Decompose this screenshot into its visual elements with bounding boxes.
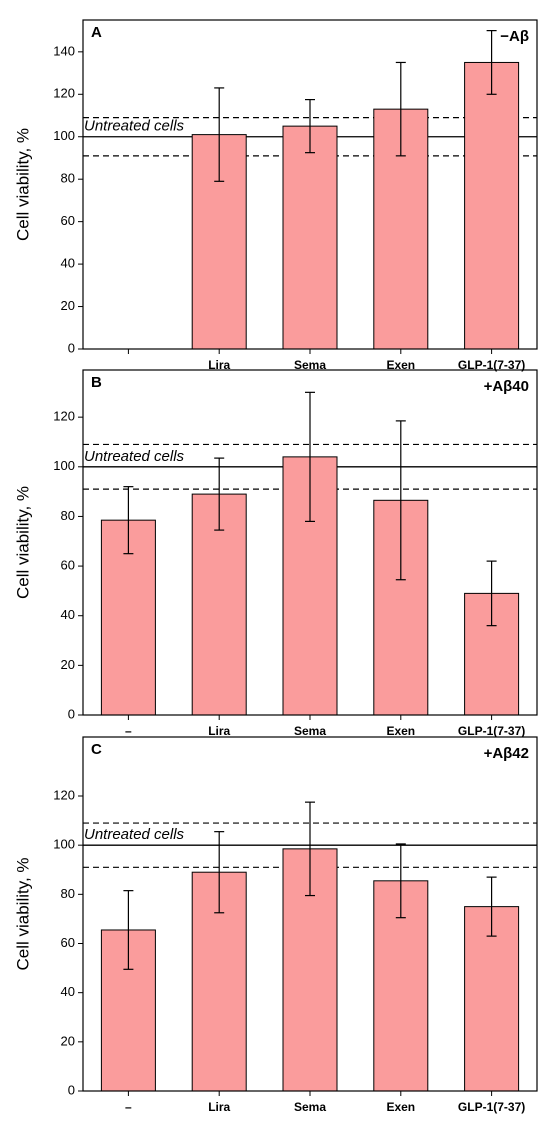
plot-frame [82, 369, 538, 716]
x-tick-label: Sema [294, 724, 326, 738]
x-tick-label: Lira [208, 358, 230, 372]
y-tick-label: 120 [53, 787, 75, 802]
bar [191, 493, 247, 716]
y-tick-label: 120 [53, 86, 75, 101]
bar [282, 125, 338, 350]
plot-frame [82, 19, 538, 350]
bar [464, 61, 520, 350]
panel-letter: C [91, 741, 102, 758]
y-tick-label: 40 [61, 256, 75, 271]
y-tick-label: 60 [61, 558, 75, 573]
x-tick-label: Exen [386, 358, 415, 372]
y-tick-label: 0 [68, 340, 75, 355]
y-tick-label: 0 [68, 1082, 75, 1097]
x-tick-label: Lira [208, 1100, 230, 1114]
y-tick-label: 80 [61, 886, 75, 901]
y-tick-label: 100 [53, 837, 75, 852]
y-tick-label: 40 [61, 984, 75, 999]
y-tick-label: 20 [61, 657, 75, 672]
y-tick-label: 100 [53, 458, 75, 473]
panel-letter: A [91, 24, 102, 41]
condition-label: +Aβ42 [484, 745, 529, 762]
y-tick-label: 100 [53, 128, 75, 143]
x-tick-label: GLP-1(7-37) [458, 358, 525, 372]
y-tick-label: 60 [61, 213, 75, 228]
x-tick-label: – [125, 724, 132, 738]
x-tick-label: Exen [386, 1100, 415, 1114]
y-axis-label: Cell viability, % [13, 128, 32, 241]
y-tick-label: 80 [61, 508, 75, 523]
y-tick-label: 0 [68, 706, 75, 721]
annotation: Untreated cells [84, 826, 185, 843]
annotation: Untreated cells [84, 448, 185, 465]
x-tick-label: Exen [386, 724, 415, 738]
x-tick-label: GLP-1(7-37) [458, 1100, 525, 1114]
x-tick-label: Sema [294, 1100, 326, 1114]
y-tick-label: 140 [53, 43, 75, 58]
y-tick-label: 20 [61, 298, 75, 313]
x-tick-label: GLP-1(7-37) [458, 724, 525, 738]
y-tick-label: 40 [61, 607, 75, 622]
x-tick-label: – [125, 1100, 132, 1114]
annotation: Untreated cells [84, 118, 185, 135]
y-axis-label: Cell viability, % [13, 486, 32, 599]
y-tick-label: 20 [61, 1033, 75, 1048]
y-tick-label: 60 [61, 935, 75, 950]
y-tick-label: 80 [61, 171, 75, 186]
y-tick-label: 120 [53, 409, 75, 424]
panel-letter: B [91, 374, 102, 391]
condition-label: +Aβ40 [484, 378, 529, 395]
plot-frame [82, 736, 538, 1092]
x-tick-label: Lira [208, 724, 230, 738]
x-tick-label: Sema [294, 358, 326, 372]
y-axis-label: Cell viability, % [13, 857, 32, 970]
condition-label: −Aβ [500, 28, 529, 45]
